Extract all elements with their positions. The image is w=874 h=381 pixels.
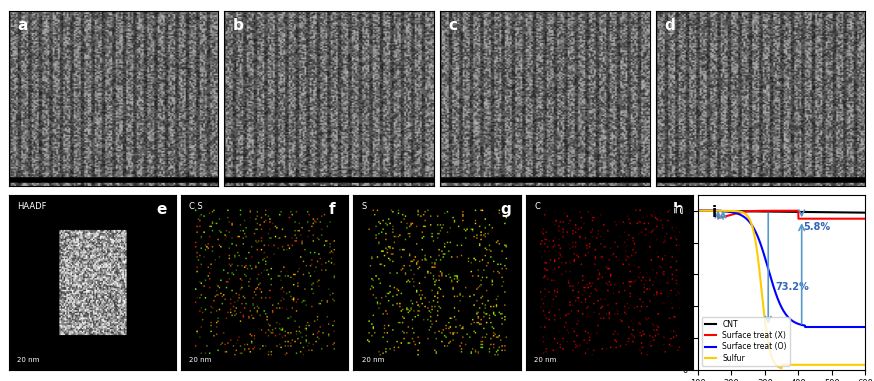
Surface treat (X) <box>760 208 771 213</box>
CNT <box>860 210 871 215</box>
Surface treat (O) <box>800 325 810 329</box>
Sulfur <box>710 208 720 213</box>
Surface treat (O) <box>823 325 834 329</box>
Text: g: g <box>501 202 511 217</box>
Text: d: d <box>664 18 675 34</box>
Sulfur <box>860 362 871 367</box>
Surface treat (X) <box>693 208 704 213</box>
CNT <box>766 209 777 214</box>
Sulfur <box>823 362 834 367</box>
Surface treat (O) <box>693 208 704 213</box>
CNT <box>808 210 818 215</box>
Text: 73.2%: 73.2% <box>775 282 808 292</box>
Text: S: S <box>362 202 367 211</box>
CNT <box>693 208 704 213</box>
Surface treat (X) <box>808 216 818 221</box>
Legend: CNT, Surface treat (X), Surface treat (O), Sulfur: CNT, Surface treat (X), Surface treat (O… <box>702 317 790 366</box>
Line: Sulfur: Sulfur <box>698 211 865 368</box>
Text: c: c <box>448 18 457 34</box>
CNT <box>710 209 720 213</box>
Line: CNT: CNT <box>698 211 865 213</box>
Text: i: i <box>711 205 717 220</box>
CNT <box>823 210 834 215</box>
Text: 5.8%: 5.8% <box>803 222 830 232</box>
Text: 20 nm: 20 nm <box>534 357 557 363</box>
Surface treat (X) <box>860 216 871 221</box>
Sulfur <box>760 324 771 328</box>
Surface treat (O) <box>826 325 836 329</box>
Text: HAADF: HAADF <box>17 202 46 211</box>
Y-axis label: Weight (%): Weight (%) <box>661 251 671 313</box>
Surface treat (X) <box>826 216 836 221</box>
Surface treat (O) <box>860 325 871 329</box>
Sulfur <box>693 208 704 213</box>
Surface treat (X) <box>766 208 777 213</box>
Sulfur <box>766 354 777 359</box>
CNT <box>826 210 836 215</box>
Sulfur <box>826 362 836 367</box>
Text: f: f <box>329 202 335 217</box>
CNT <box>760 209 771 214</box>
Text: 20 nm: 20 nm <box>17 357 39 363</box>
Line: Surface treat (X): Surface treat (X) <box>698 211 865 219</box>
Line: Surface treat (O): Surface treat (O) <box>698 211 865 327</box>
Text: e: e <box>156 202 166 217</box>
Sulfur <box>808 362 818 367</box>
Surface treat (X) <box>823 216 834 221</box>
Sulfur <box>776 366 787 371</box>
Text: 20 nm: 20 nm <box>362 357 384 363</box>
Surface treat (O) <box>766 278 777 283</box>
Surface treat (O) <box>710 208 720 213</box>
Text: b: b <box>232 18 244 34</box>
Text: C S: C S <box>190 202 203 211</box>
Text: C: C <box>534 202 540 211</box>
Text: 20 nm: 20 nm <box>190 357 212 363</box>
Surface treat (X) <box>710 208 720 213</box>
Surface treat (X) <box>794 216 804 221</box>
Text: a: a <box>17 18 27 34</box>
Surface treat (O) <box>760 258 771 262</box>
Text: h: h <box>673 202 683 217</box>
Surface treat (O) <box>808 325 818 329</box>
